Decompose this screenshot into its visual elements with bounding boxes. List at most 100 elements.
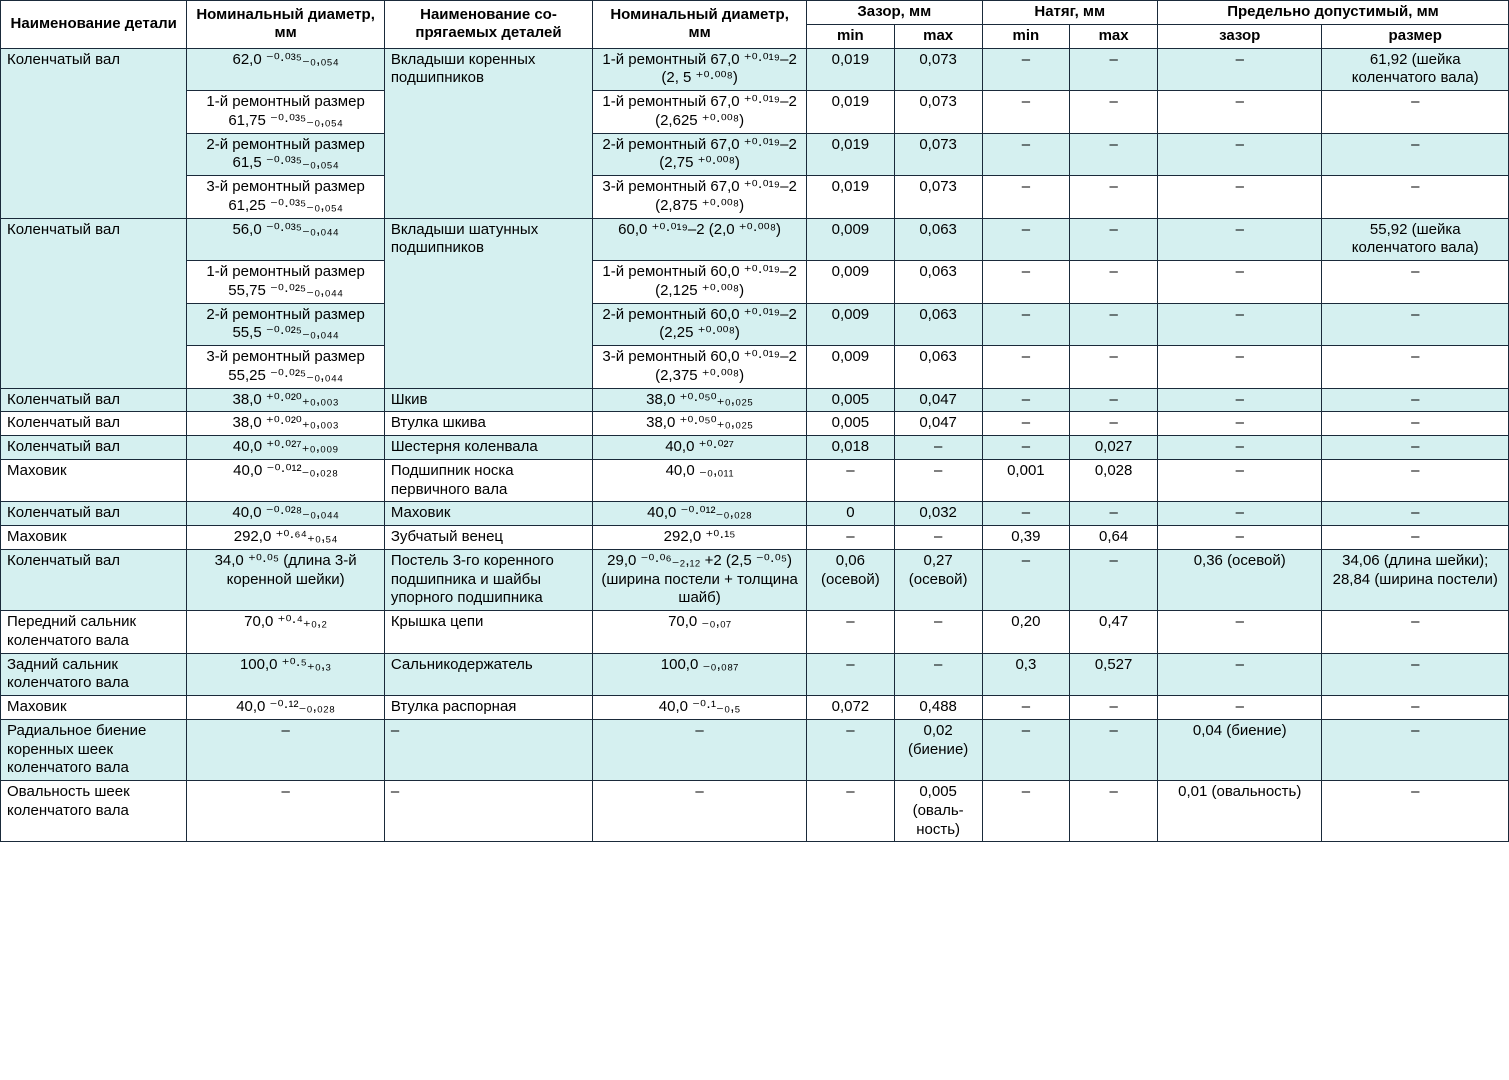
cell-fit-min: 0,39 bbox=[982, 526, 1070, 550]
cell-nominal-2: 40,0 ⁺⁰·⁰²⁷ bbox=[593, 436, 807, 460]
table-header: Наименование детали Номинальный диаметр,… bbox=[1, 1, 1509, 49]
cell-fit-max: – bbox=[1070, 218, 1158, 261]
cell-fit-max: – bbox=[1070, 261, 1158, 304]
cell-nominal-1: 38,0 ⁺⁰·⁰²⁰₊₀,₀₀₃ bbox=[187, 388, 384, 412]
cell-fit-min: – bbox=[982, 133, 1070, 176]
cell-limit-gap: – bbox=[1157, 611, 1322, 654]
cell-fit-min: – bbox=[982, 549, 1070, 610]
cell-gap-min: 0,06 (осевой) bbox=[807, 549, 895, 610]
table-row: 3-й ремонтный размер 61,25 ⁻⁰·⁰³⁵₋₀,₀₅₄3… bbox=[1, 176, 1509, 219]
cell-mating-name: Втулка шкива bbox=[384, 412, 592, 436]
cell-fit-max: – bbox=[1070, 502, 1158, 526]
hdr-gap-min: min bbox=[807, 24, 895, 48]
cell-fit-min: – bbox=[982, 346, 1070, 389]
engine-tolerances-table: Наименование детали Номинальный диаметр,… bbox=[0, 0, 1509, 842]
cell-nominal-1: 2-й ремонтный размер 55,5 ⁻⁰·⁰²⁵₋₀,₀₄₄ bbox=[187, 303, 384, 346]
cell-gap-max: – bbox=[894, 526, 982, 550]
cell-nominal-1: 62,0 ⁻⁰·⁰³⁵₋₀,₀₅₄ bbox=[187, 48, 384, 91]
table-row: Радиальное биение коренных шеек коленчат… bbox=[1, 719, 1509, 780]
cell-gap-max: – bbox=[894, 436, 982, 460]
cell-limit-gap: – bbox=[1157, 133, 1322, 176]
cell-gap-min: 0,019 bbox=[807, 48, 895, 91]
cell-gap-max: 0,073 bbox=[894, 133, 982, 176]
cell-limit-gap: – bbox=[1157, 48, 1322, 91]
cell-gap-min: 0 bbox=[807, 502, 895, 526]
cell-mating-name: – bbox=[384, 719, 592, 780]
table-row: Маховик292,0 ⁺⁰·⁶⁴₊₀,₅₄Зубчатый венец292… bbox=[1, 526, 1509, 550]
cell-part-name: Маховик bbox=[1, 526, 187, 550]
cell-fit-max: 0,027 bbox=[1070, 436, 1158, 460]
cell-limit-gap: 0,01 (овальность) bbox=[1157, 781, 1322, 842]
cell-gap-max: 0,047 bbox=[894, 412, 982, 436]
hdr-limit: Предельно допустимый, мм bbox=[1157, 1, 1508, 25]
table-row: Овальность шеек коленчатого вала––––0,00… bbox=[1, 781, 1509, 842]
cell-fit-max: – bbox=[1070, 346, 1158, 389]
cell-fit-max: – bbox=[1070, 388, 1158, 412]
cell-mating-name: Вкладыши коренных подшипников bbox=[384, 48, 592, 218]
cell-fit-max: 0,028 bbox=[1070, 459, 1158, 502]
hdr-mating-name: Наименование со­прягаемых деталей bbox=[384, 1, 592, 49]
cell-gap-min: 0,019 bbox=[807, 176, 895, 219]
cell-limit-gap: – bbox=[1157, 218, 1322, 261]
cell-part-name: Маховик bbox=[1, 696, 187, 720]
cell-fit-min: – bbox=[982, 218, 1070, 261]
cell-gap-max: 0,27 (осевой) bbox=[894, 549, 982, 610]
cell-gap-min: – bbox=[807, 719, 895, 780]
cell-mating-name: Шкив bbox=[384, 388, 592, 412]
cell-fit-min: – bbox=[982, 436, 1070, 460]
cell-fit-min: – bbox=[982, 91, 1070, 134]
cell-fit-min: – bbox=[982, 261, 1070, 304]
table-row: Коленчатый вал38,0 ⁺⁰·⁰²⁰₊₀,₀₀₃Шкив38,0 … bbox=[1, 388, 1509, 412]
cell-limit-size: – bbox=[1322, 133, 1509, 176]
cell-limit-size: – bbox=[1322, 719, 1509, 780]
cell-nominal-1: – bbox=[187, 781, 384, 842]
cell-mating-name: Постель 3-го корен­ного подшипника и шай… bbox=[384, 549, 592, 610]
cell-fit-min: – bbox=[982, 719, 1070, 780]
cell-gap-min: 0,018 bbox=[807, 436, 895, 460]
cell-gap-max: 0,073 bbox=[894, 48, 982, 91]
cell-gap-max: 0,063 bbox=[894, 218, 982, 261]
cell-limit-gap: 0,36 (осевой) bbox=[1157, 549, 1322, 610]
cell-fit-min: – bbox=[982, 176, 1070, 219]
cell-limit-gap: – bbox=[1157, 526, 1322, 550]
cell-nominal-2: 40,0 ⁻⁰·⁰¹²₋₀,₀₂₈ bbox=[593, 502, 807, 526]
cell-limit-size: – bbox=[1322, 502, 1509, 526]
cell-gap-max: 0,063 bbox=[894, 261, 982, 304]
cell-nominal-2: 1-й ремонтный 67,0 ⁺⁰·⁰¹⁹–2 (2, 5 ⁺⁰·⁰⁰⁸… bbox=[593, 48, 807, 91]
cell-limit-gap: – bbox=[1157, 261, 1322, 304]
cell-nominal-2: 1-й ремонтный 60,0 ⁺⁰·⁰¹⁹–2 (2,125 ⁺⁰·⁰⁰… bbox=[593, 261, 807, 304]
cell-nominal-1: 70,0 ⁺⁰·⁴₊₀,₂ bbox=[187, 611, 384, 654]
cell-gap-max: 0,063 bbox=[894, 346, 982, 389]
cell-gap-max: 0,02 (биение) bbox=[894, 719, 982, 780]
cell-limit-size: – bbox=[1322, 526, 1509, 550]
cell-nominal-1: 38,0 ⁺⁰·⁰²⁰₊₀,₀₀₃ bbox=[187, 412, 384, 436]
hdr-gap-max: max bbox=[894, 24, 982, 48]
cell-gap-min: 0,019 bbox=[807, 133, 895, 176]
cell-fit-max: – bbox=[1070, 303, 1158, 346]
table-body: Коленчатый вал62,0 ⁻⁰·⁰³⁵₋₀,₀₅₄Вкладыши … bbox=[1, 48, 1509, 842]
cell-limit-size: – bbox=[1322, 91, 1509, 134]
table-row: Задний сальник коленчатого вала100,0 ⁺⁰·… bbox=[1, 653, 1509, 696]
cell-limit-gap: – bbox=[1157, 696, 1322, 720]
cell-gap-min: 0,072 bbox=[807, 696, 895, 720]
cell-fit-max: – bbox=[1070, 696, 1158, 720]
cell-nominal-2: 100,0 ₋₀,₀₈₇ bbox=[593, 653, 807, 696]
cell-gap-max: 0,005 (оваль­ность) bbox=[894, 781, 982, 842]
table-row: 1-й ремонтный размер 61,75 ⁻⁰·⁰³⁵₋₀,₀₅₄1… bbox=[1, 91, 1509, 134]
cell-fit-min: 0,001 bbox=[982, 459, 1070, 502]
cell-fit-max: 0,47 bbox=[1070, 611, 1158, 654]
table-row: Маховик40,0 ⁻⁰·⁰¹²₋₀,₀₂₈Подшипник носка … bbox=[1, 459, 1509, 502]
cell-gap-min: 0,019 bbox=[807, 91, 895, 134]
cell-limit-gap: – bbox=[1157, 91, 1322, 134]
cell-nominal-1: 100,0 ⁺⁰·⁵₊₀,₃ bbox=[187, 653, 384, 696]
cell-limit-gap: 0,04 (биение) bbox=[1157, 719, 1322, 780]
cell-nominal-1: 1-й ремонтный размер 61,75 ⁻⁰·⁰³⁵₋₀,₀₅₄ bbox=[187, 91, 384, 134]
table-row: Коленчатый вал56,0 ⁻⁰·⁰³⁵₋₀,₀₄₄Вкладыши … bbox=[1, 218, 1509, 261]
cell-limit-size: – bbox=[1322, 261, 1509, 304]
cell-gap-min: – bbox=[807, 459, 895, 502]
cell-part-name: Маховик bbox=[1, 459, 187, 502]
cell-limit-size: – bbox=[1322, 176, 1509, 219]
cell-nominal-1: 56,0 ⁻⁰·⁰³⁵₋₀,₀₄₄ bbox=[187, 218, 384, 261]
cell-mating-name: Вкладыши шатунных подшипников bbox=[384, 218, 592, 388]
hdr-fit-max: max bbox=[1070, 24, 1158, 48]
